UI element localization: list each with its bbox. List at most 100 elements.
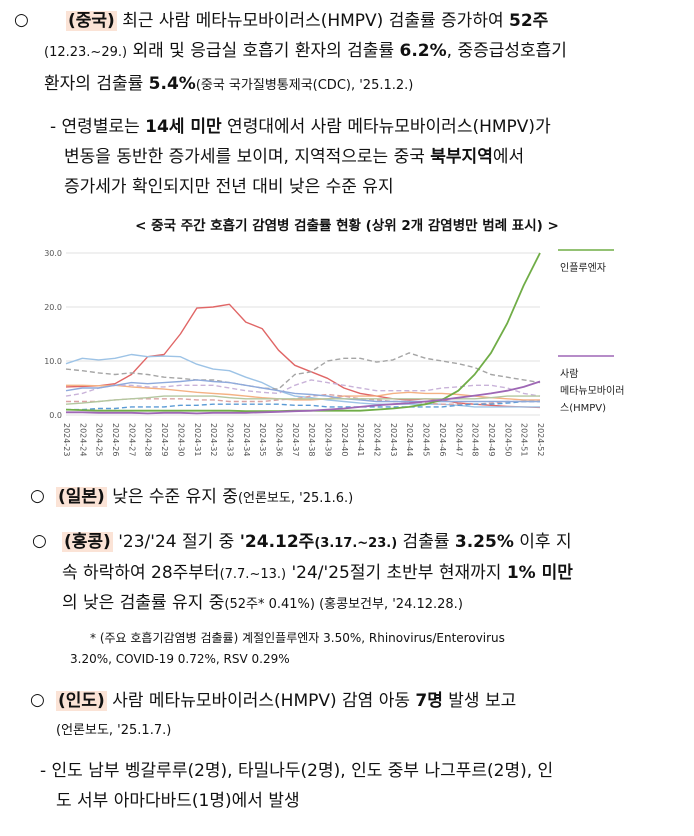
text-run: (12.23.~29.)	[44, 45, 128, 60]
line-chart: 0.0 10.0 20.0 30.0 2024-23 2024-24 2024-25 2024…	[44, 249, 624, 456]
x-tick-label: 2024-36	[274, 423, 283, 456]
india-sub-line-2: 도 서부 아마다바드(1명)에서 발생	[56, 791, 300, 811]
legend-label: 스(HMPV)	[560, 402, 606, 414]
text-run: 북부지역	[430, 147, 493, 167]
japan-line-1: (일본) 낮은 수준 유지 중(언론보도, '25.1.6.)	[56, 486, 353, 510]
x-tick-label: 2024-48	[471, 423, 480, 456]
india-sub-line-1: - 인도 남부 벵갈루루(2명), 타밀나두(2명), 인도 중부 나그푸르(2…	[40, 761, 554, 781]
text-run: 변동을 동반한 증가세를 보이며, 지역적으로는 중국	[64, 147, 431, 167]
text-run: 1% 미만	[506, 563, 573, 583]
country-label-india: (인도)	[56, 691, 107, 711]
x-tick-label: 2024-34	[242, 423, 251, 456]
legend-label: 사람	[560, 367, 578, 380]
series-line	[66, 380, 541, 415]
text-run: 연령대에서 사람 메타뉴모바이러스(HMPV)가	[221, 117, 551, 137]
chart-title: < 중국 주간 호흡기 감염병 검출률 현황 (상위 2개 감염병만 범례 표시…	[135, 218, 559, 234]
x-tick-label: 2024-26	[111, 423, 120, 456]
text-run: 7명	[415, 691, 443, 711]
y-tick-label: 0.0	[49, 411, 62, 420]
bullet-circle: ○	[32, 531, 47, 551]
x-tick-label: 2024-45	[422, 423, 431, 456]
text-run: , 중증급성호흡기	[446, 41, 567, 61]
text-run: (중국 국가질병통제국(CDC), '25.1.2.)	[195, 78, 414, 93]
y-tick-label: 10.0	[44, 357, 62, 366]
x-tick-label: 2024-33	[225, 423, 234, 456]
x-tick-label: 2024-50	[503, 423, 512, 456]
x-tick-label: 2024-37	[291, 423, 300, 456]
text-run: (7.7.~13.)	[219, 567, 287, 582]
text-run: (3.17.~23.)	[314, 536, 398, 551]
bullet-circle: ○	[30, 690, 45, 710]
x-tick-label: 2024-28	[144, 423, 153, 456]
hongkong-footnote-1: * (주요 호흡기감염병 검출률) 계절인플루엔자 3.50%, Rhinovi…	[90, 631, 505, 645]
x-tick-label: 2024-40	[340, 423, 349, 456]
china-line-3: 환자의 검출률 5.4%(중국 국가질병통제국(CDC), '25.1.2.)	[44, 73, 413, 97]
x-tick-label: 2024-35	[258, 423, 267, 456]
text-run: (언론보도, '25.1.7.)	[56, 723, 172, 738]
x-tick-label: 2024-30	[176, 423, 185, 456]
x-tick-label: 2024-31	[193, 423, 202, 456]
x-tick-label: 2024-23	[62, 423, 71, 456]
china-line-2: (12.23.~29.) 외래 및 응급실 호흡기 환자의 검출률 6.2%, …	[44, 40, 567, 64]
china-sub-line-2: 변동을 동반한 증가세를 보이며, 지역적으로는 중국 북부지역에서	[64, 146, 524, 168]
series-line	[66, 384, 540, 401]
hongkong-footnote-2: 3.20%, COVID-19 0.72%, RSV 0.29%	[70, 652, 290, 666]
china-sub-line-1: - 연령별로는 14세 미만 연령대에서 사람 메타뉴모바이러스(HMPV)가	[50, 116, 551, 138]
x-tick-label: 2024-49	[487, 423, 496, 456]
china-sub-line-3: 증가세가 확인되지만 전년 대비 낮은 수준 유지	[64, 176, 394, 198]
text-run: '24.12주	[239, 532, 315, 552]
text-run: 의 낮은 검출률 유지 중	[62, 593, 225, 613]
series-line	[66, 393, 540, 405]
india-line-1: (인도) 사람 메타뉴모바이러스(HMPV) 감염 아동 7명 발생 보고	[56, 690, 516, 712]
series-line	[66, 400, 540, 411]
x-tick-label: 2024-46	[438, 423, 447, 456]
series-line	[65, 395, 540, 405]
china-line-1: (중국) 최근 사람 메타뉴모바이러스(HMPV) 검출률 증가하여 52주	[66, 10, 548, 32]
x-tick-label: 2024-27	[127, 423, 136, 456]
text-run: 환자의 검출률	[44, 74, 149, 94]
x-tick-label: 2024-51	[520, 423, 529, 456]
country-label-china: (중국)	[66, 11, 117, 31]
hongkong-line-1: (홍콩) '23/'24 절기 중 '24.12주(3.17.~23.) 검출률…	[62, 531, 572, 555]
y-tick-label: 30.0	[44, 249, 62, 258]
text-run: 외래 및 응급실 호흡기 환자의 검출률	[127, 41, 400, 61]
x-tick-label: 2024-39	[324, 423, 333, 456]
text-run: 사람 메타뉴모바이러스(HMPV) 감염 아동	[106, 691, 416, 711]
text-run: 14세 미만	[145, 117, 222, 137]
y-tick-label: 20.0	[44, 303, 62, 312]
x-tick-label: 2024-38	[307, 423, 316, 456]
text-run: 최근 사람 메타뉴모바이러스(HMPV) 검출률 증가하여	[116, 11, 510, 31]
text-run: 증가세가 확인되지만 전년 대비 낮은 수준 유지	[64, 177, 394, 197]
x-tick-label: 2024-32	[209, 423, 218, 456]
text-run: 5.4%	[148, 74, 196, 94]
x-tick-label: 2024-25	[95, 423, 104, 456]
x-tick-label: 2024-44	[405, 423, 414, 456]
x-tick-label: 2024-29	[160, 423, 169, 456]
x-tick-label: 2024-52	[536, 423, 545, 456]
text-run: 발생 보고	[442, 691, 517, 711]
text-run: 속 하락하여 28주부터	[62, 563, 220, 583]
legend-label: 메타뉴모바이러	[560, 385, 624, 397]
india-line-2: (언론보도, '25.1.7.)	[56, 718, 171, 742]
bullet-circle: ○	[30, 486, 45, 506]
text-run: '23/'24 절기 중	[112, 532, 240, 552]
text-run: 에서	[492, 147, 525, 167]
text-run: 3.25%	[454, 532, 514, 552]
hongkong-line-3: 의 낮은 검출률 유지 중(52주* 0.41%) (홍콩보건부, '24.12…	[62, 592, 463, 616]
x-tick-label: 2024-43	[389, 423, 398, 456]
series-line	[65, 379, 540, 403]
x-tick-label: 2024-41	[356, 423, 365, 456]
country-label-japan: (일본)	[56, 487, 107, 507]
text-run: 52주	[509, 11, 549, 31]
series-line	[65, 379, 541, 397]
bullet-circle: ○	[14, 10, 29, 30]
text-run: - 연령별로는	[50, 117, 146, 137]
series-line	[65, 352, 541, 390]
legend-label: 인플루엔자	[560, 262, 606, 274]
text-run: '24/'25절기 초반부 현재까지	[286, 563, 507, 583]
text-run: 낮은 수준 유지 중	[106, 487, 238, 507]
x-tick-label: 2024-24	[78, 423, 87, 456]
text-run: 6.2%	[399, 41, 447, 61]
country-label-hongkong: (홍콩)	[62, 532, 113, 552]
x-tick-label: 2024-42	[373, 423, 382, 456]
